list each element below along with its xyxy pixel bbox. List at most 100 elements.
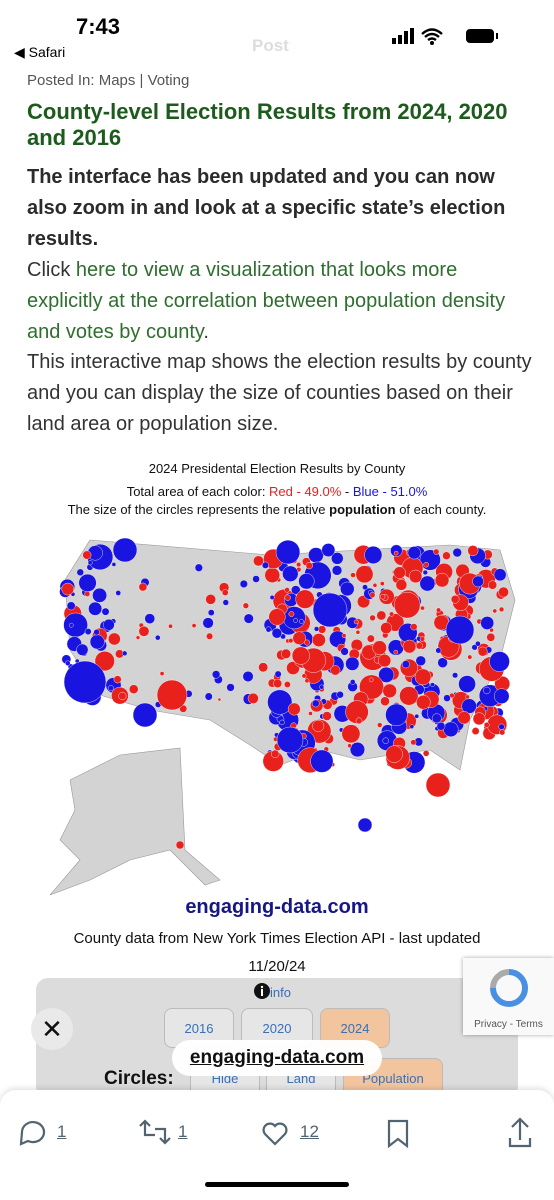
county-circle[interactable]: [118, 691, 127, 701]
county-circle[interactable]: [380, 622, 393, 634]
county-circle[interactable]: [345, 656, 360, 671]
county-circle[interactable]: [341, 724, 361, 744]
county-circle[interactable]: [382, 737, 389, 744]
county-circle[interactable]: [94, 651, 115, 672]
county-circle[interactable]: [296, 562, 302, 568]
county-circle[interactable]: [312, 719, 325, 732]
county-circle[interactable]: [264, 567, 281, 583]
county-circle[interactable]: [207, 609, 215, 616]
county-circle[interactable]: [310, 749, 334, 773]
like-count[interactable]: 12: [300, 1122, 319, 1141]
county-circle[interactable]: [341, 633, 347, 638]
county-circle[interactable]: [287, 702, 301, 716]
county-circle[interactable]: [322, 711, 332, 721]
county-circle[interactable]: [132, 702, 158, 728]
county-circle[interactable]: [437, 657, 448, 668]
county-circle[interactable]: [76, 568, 84, 576]
county-circle[interactable]: [465, 694, 470, 700]
county-circle[interactable]: [467, 545, 479, 557]
county-circle[interactable]: [498, 723, 505, 730]
county-circle[interactable]: [205, 594, 216, 605]
county-circle[interactable]: [299, 619, 304, 624]
county-circle[interactable]: [268, 608, 286, 626]
bookmark-icon[interactable]: [387, 1119, 409, 1149]
county-circle[interactable]: [355, 630, 361, 635]
repost-icon[interactable]: [139, 1119, 171, 1145]
county-circle[interactable]: [434, 572, 450, 588]
county-circle[interactable]: [284, 681, 291, 688]
county-circle[interactable]: [84, 628, 92, 635]
recaptcha-text[interactable]: Privacy - Terms: [474, 1019, 543, 1030]
county-circle[interactable]: [345, 700, 369, 724]
county-circle[interactable]: [284, 594, 291, 601]
county-circle[interactable]: [410, 623, 418, 631]
county-circle[interactable]: [419, 636, 426, 642]
county-circle[interactable]: [408, 569, 423, 584]
recaptcha[interactable]: Privacy - Terms: [463, 958, 554, 1035]
county-circle[interactable]: [61, 582, 75, 596]
county-circle[interactable]: [138, 582, 148, 592]
county-circle[interactable]: [483, 722, 490, 728]
county-circle[interactable]: [129, 684, 139, 694]
county-circle[interactable]: [222, 599, 229, 606]
county-circle[interactable]: [377, 654, 392, 668]
county-circle[interactable]: [382, 683, 397, 699]
county-circle[interactable]: [206, 632, 214, 640]
county-circle[interactable]: [415, 642, 423, 650]
county-circle[interactable]: [483, 686, 491, 695]
county-circle[interactable]: [422, 569, 428, 576]
county-circle[interactable]: [409, 724, 415, 729]
county-circle[interactable]: [357, 817, 373, 833]
county-circle[interactable]: [155, 634, 161, 641]
county-circle[interactable]: [282, 565, 299, 582]
county-circle[interactable]: [312, 592, 348, 628]
county-circle[interactable]: [355, 717, 363, 725]
county-circle[interactable]: [425, 772, 451, 798]
county-circle[interactable]: [471, 727, 480, 735]
county-circle[interactable]: [390, 544, 403, 557]
county-circle[interactable]: [242, 602, 249, 609]
county-circle[interactable]: [419, 575, 436, 592]
county-circle[interactable]: [372, 583, 378, 588]
county-circle[interactable]: [433, 548, 440, 555]
county-circle[interactable]: [416, 694, 431, 710]
like-icon[interactable]: [262, 1122, 288, 1146]
site-pill[interactable]: engaging-data.com: [172, 1040, 382, 1076]
county-circle[interactable]: [380, 696, 390, 706]
county-circle[interactable]: [175, 840, 185, 850]
county-circle[interactable]: [380, 594, 386, 600]
county-circle[interactable]: [422, 750, 430, 757]
county-circle[interactable]: [450, 595, 460, 604]
county-circle[interactable]: [377, 722, 383, 728]
county-circle[interactable]: [423, 561, 429, 568]
county-circle[interactable]: [385, 703, 408, 727]
county-circle[interactable]: [372, 640, 387, 655]
county-circle[interactable]: [88, 601, 103, 616]
county-circle[interactable]: [395, 579, 408, 591]
link[interactable]: here to view a visualization that looks …: [27, 259, 506, 343]
county-circle[interactable]: [452, 672, 459, 679]
county-circle[interactable]: [115, 590, 122, 596]
county-circle[interactable]: [68, 622, 74, 628]
county-circle[interactable]: [349, 741, 365, 758]
county-circle[interactable]: [271, 628, 283, 639]
county-circle[interactable]: [308, 711, 313, 716]
county-circle[interactable]: [467, 654, 473, 660]
county-circle[interactable]: [498, 586, 509, 598]
county-circle[interactable]: [84, 591, 91, 597]
county-circle[interactable]: [350, 572, 356, 578]
county-circle[interactable]: [498, 606, 505, 613]
county-circle[interactable]: [271, 749, 280, 759]
county-circle[interactable]: [101, 607, 110, 616]
county-circle[interactable]: [269, 595, 275, 600]
county-circle[interactable]: [401, 660, 410, 669]
county-circle[interactable]: [445, 615, 475, 645]
county-circle[interactable]: [87, 560, 93, 566]
county-circle[interactable]: [443, 721, 459, 738]
county-circle[interactable]: [313, 626, 320, 632]
county-circle[interactable]: [202, 617, 214, 629]
county-circle[interactable]: [82, 550, 92, 560]
share-icon[interactable]: [508, 1117, 532, 1148]
county-circle[interactable]: [493, 568, 507, 582]
county-circle[interactable]: [304, 639, 311, 646]
